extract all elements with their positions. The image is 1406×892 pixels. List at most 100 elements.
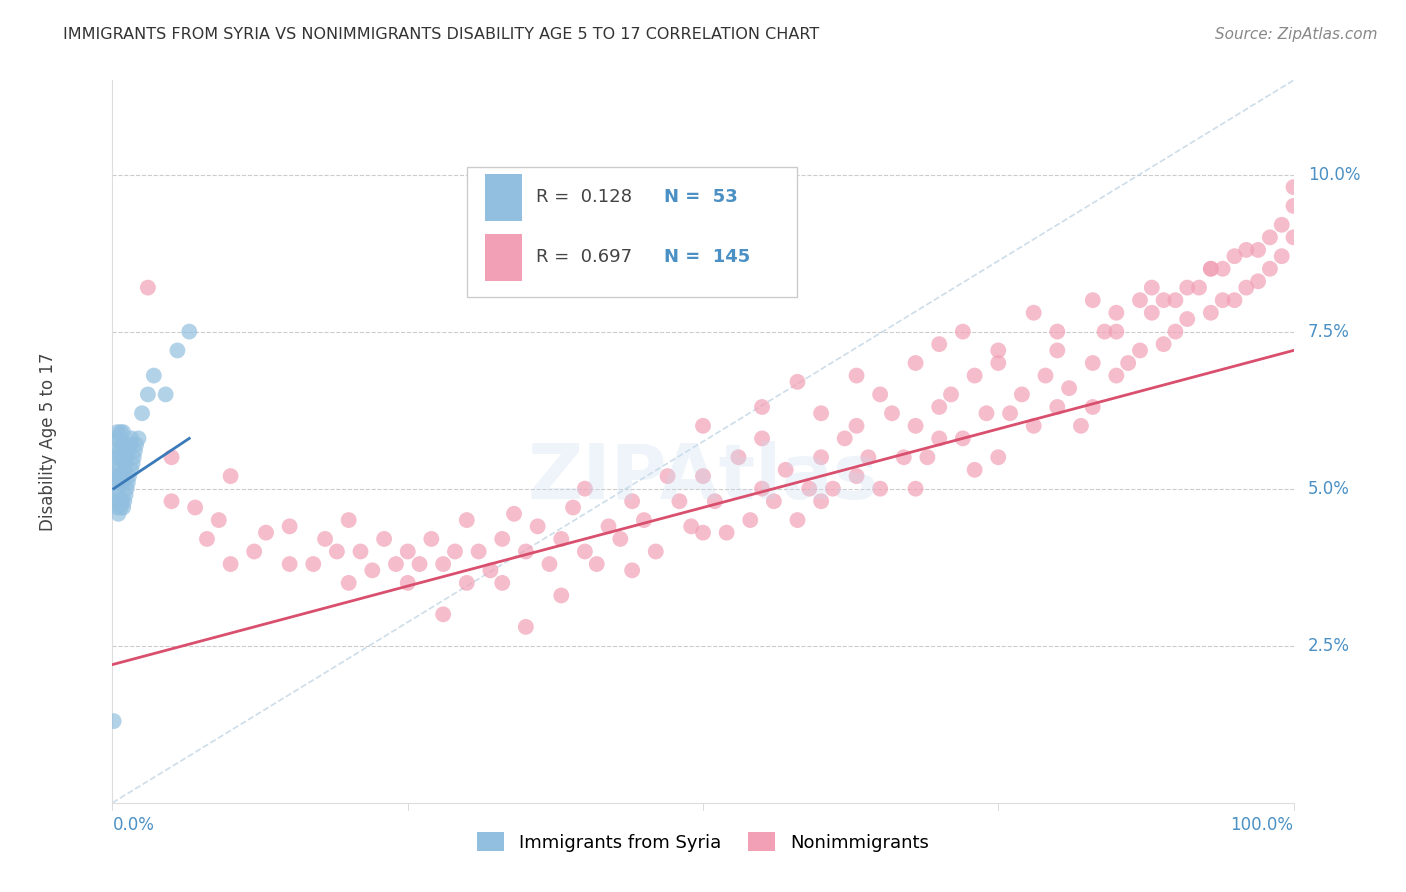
Point [115, 482, 138, 496]
Point [302, 557, 325, 571]
Point [1271, 249, 1294, 263]
Point [107, 431, 129, 445]
Point [114, 457, 136, 471]
Point [121, 457, 143, 471]
Point [105, 431, 128, 445]
Point [110, 500, 132, 515]
Point [112, 463, 135, 477]
Point [1223, 293, 1246, 308]
Point [821, 482, 844, 496]
Point [105, 463, 128, 477]
Point [893, 450, 915, 465]
Point [657, 469, 679, 483]
Point [858, 450, 880, 465]
Text: 10.0%: 10.0% [1308, 166, 1360, 184]
Point [491, 575, 513, 590]
Point [115, 450, 138, 465]
Point [103, 494, 125, 508]
Point [810, 406, 832, 420]
Point [278, 557, 301, 571]
Point [112, 494, 135, 508]
Point [550, 589, 572, 603]
Point [105, 425, 128, 439]
Point [703, 494, 725, 508]
Point [1199, 261, 1222, 276]
Point [105, 475, 128, 490]
Point [1247, 243, 1270, 257]
Point [114, 488, 136, 502]
Point [845, 368, 868, 383]
Point [987, 356, 1010, 370]
Point [869, 482, 891, 496]
Point [131, 406, 153, 420]
Point [124, 444, 146, 458]
Text: 2.5%: 2.5% [1308, 637, 1350, 655]
Text: ZIPAtlas: ZIPAtlas [527, 441, 879, 515]
Point [408, 557, 430, 571]
Point [1164, 325, 1187, 339]
Point [845, 469, 868, 483]
Point [1153, 293, 1175, 308]
Point [111, 469, 134, 483]
Point [1271, 218, 1294, 232]
Point [621, 563, 644, 577]
Point [111, 494, 134, 508]
Point [1223, 249, 1246, 263]
Point [1046, 400, 1069, 414]
Point [644, 544, 666, 558]
Point [385, 557, 408, 571]
Point [692, 525, 714, 540]
Point [112, 475, 135, 490]
Point [987, 450, 1010, 465]
Point [515, 544, 537, 558]
Point [952, 431, 974, 445]
Point [928, 400, 950, 414]
Point [373, 532, 395, 546]
Point [1247, 274, 1270, 288]
Point [349, 544, 371, 558]
Point [110, 450, 132, 465]
Point [538, 557, 561, 571]
Point [105, 500, 128, 515]
Point [491, 532, 513, 546]
Point [122, 450, 145, 465]
Point [1188, 280, 1211, 294]
Point [976, 406, 998, 420]
Point [939, 387, 962, 401]
Point [444, 544, 467, 558]
Point [456, 513, 478, 527]
Point [1081, 356, 1104, 370]
FancyBboxPatch shape [467, 167, 797, 297]
Point [799, 482, 821, 496]
Point [740, 513, 762, 527]
Point [104, 444, 127, 458]
Point [1116, 356, 1139, 370]
Point [692, 469, 714, 483]
Point [179, 325, 201, 339]
Point [1046, 343, 1069, 358]
Point [598, 519, 620, 533]
Point [998, 406, 1021, 420]
Point [574, 544, 596, 558]
Point [1035, 368, 1057, 383]
Point [105, 488, 128, 502]
Point [1282, 199, 1305, 213]
Point [1070, 418, 1092, 433]
Point [1011, 387, 1033, 401]
Point [208, 513, 231, 527]
FancyBboxPatch shape [485, 174, 522, 221]
FancyBboxPatch shape [485, 234, 522, 281]
Point [550, 532, 572, 546]
Point [120, 431, 142, 445]
Point [105, 450, 128, 465]
Point [107, 482, 129, 496]
Point [112, 425, 135, 439]
Point [1129, 343, 1152, 358]
Point [184, 500, 207, 515]
Point [467, 544, 489, 558]
Point [762, 494, 785, 508]
Text: 5.0%: 5.0% [1308, 480, 1350, 498]
Point [963, 368, 986, 383]
Point [880, 406, 903, 420]
Point [963, 463, 986, 477]
